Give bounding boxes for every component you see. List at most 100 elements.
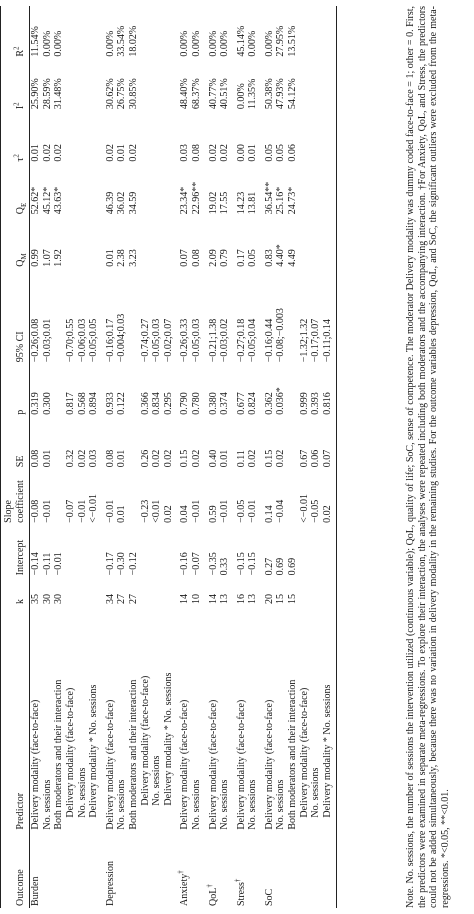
header-p: p bbox=[0, 364, 30, 417]
cell-intercept: 0.27 bbox=[263, 557, 275, 576]
cell-i2: 31.48% bbox=[53, 78, 65, 110]
cell-tau2: 0.01 bbox=[116, 144, 128, 162]
cell-r2 bbox=[310, 6, 322, 59]
cell-p bbox=[128, 364, 140, 417]
table-note: Note. No. sessions, the number of sessio… bbox=[405, 6, 451, 908]
cell-ci: −0.08;−0.003 bbox=[275, 308, 287, 363]
cell-r2 bbox=[140, 6, 152, 59]
cell-tau2: 0.02 bbox=[127, 144, 139, 162]
cell-se: 0.11 bbox=[235, 450, 247, 468]
header-slope-line2: coefficient bbox=[14, 480, 26, 523]
cell-k: 34 bbox=[104, 593, 116, 604]
cell-ci: −1.32;1.32 bbox=[298, 318, 310, 363]
cell-tau2: 0.03 bbox=[179, 144, 191, 162]
cell-outcome: QoL† bbox=[205, 884, 219, 906]
cell-outcome: Stress† bbox=[233, 878, 247, 906]
cell-k bbox=[88, 577, 100, 606]
cell-se: 0.32 bbox=[64, 449, 76, 468]
cell-k: 14 bbox=[179, 593, 191, 604]
cell-p: 0.393 bbox=[310, 392, 322, 415]
cell-slope: −0.05 bbox=[310, 499, 322, 523]
cell-qm bbox=[299, 216, 311, 269]
cell-k bbox=[310, 577, 322, 606]
cell-p: 0.362 bbox=[263, 392, 275, 415]
cell-ci: −0.11;0.14 bbox=[321, 268, 337, 365]
cell-predictor: No. sessions bbox=[151, 755, 163, 806]
cell-tau2: 0.00 bbox=[235, 144, 247, 162]
cell-qm bbox=[163, 216, 175, 269]
cell-tau2: 0.02 bbox=[104, 144, 116, 162]
table-row: Anxiety† Delivery modality (face-to-face)… bbox=[174, 6, 191, 908]
cell-qm: 1.07 bbox=[41, 249, 53, 267]
cell-predictor: Delivery modality (face-to-face) bbox=[179, 699, 191, 830]
cell-k bbox=[151, 577, 163, 606]
cell-qm: 4.40* bbox=[275, 244, 287, 267]
cell-p: 0.817 bbox=[64, 392, 76, 415]
cell-qm: 0.05 bbox=[247, 249, 259, 267]
table-row: No. sessions −0.01 0.02 0.568 −0.06;0.03 bbox=[77, 6, 89, 908]
cell-k: 27 bbox=[127, 593, 139, 604]
cell-slope: −0.05 bbox=[235, 499, 247, 523]
cell-predictor: No. sessions bbox=[219, 779, 231, 830]
cell-slope: <0.01 bbox=[151, 499, 163, 523]
cell-k: 10 bbox=[190, 593, 202, 604]
cell-r2: 33.54% bbox=[116, 25, 128, 57]
cell-se: 0.02 bbox=[190, 449, 202, 468]
cell-k bbox=[321, 577, 337, 606]
cell-ci: −0.27;0.18 bbox=[235, 318, 247, 363]
table-body: Burden Delivery modality (face-to-face) 35… bbox=[30, 6, 337, 908]
cell-qe: 25.16* bbox=[275, 186, 287, 215]
cell-i2 bbox=[321, 58, 337, 112]
cell-qm: 1.92 bbox=[53, 249, 65, 267]
cell-k: 30 bbox=[53, 593, 65, 604]
cell-intercept bbox=[321, 524, 337, 578]
table-row: SoC Delivery modality (face-to-face) 20 0.2… bbox=[259, 6, 276, 908]
table-row: Both moderators and their interaction 30 −… bbox=[53, 6, 65, 908]
cell-i2 bbox=[310, 59, 322, 112]
cell-qe bbox=[299, 164, 311, 217]
cell-k: 16 bbox=[235, 593, 247, 604]
cell-qm bbox=[151, 216, 163, 269]
cell-qm: 0.17 bbox=[235, 249, 247, 267]
cell-predictor: Both moderators and their interaction bbox=[53, 679, 65, 830]
header-outcome: Outcome bbox=[0, 831, 30, 908]
cell-se bbox=[287, 417, 299, 470]
cell-predictor: Delivery modality * No. sessions bbox=[88, 684, 100, 818]
cell-se: 0.01 bbox=[116, 449, 128, 468]
cell-r2: 0.00% bbox=[190, 30, 202, 57]
cell-tau2 bbox=[310, 111, 322, 164]
cell-qe bbox=[310, 164, 322, 217]
cell-se: 0.06 bbox=[310, 449, 322, 468]
cell-ci: −0.05;0.05 bbox=[88, 318, 100, 363]
cell-p bbox=[287, 364, 299, 417]
cell-predictor: No. sessions bbox=[190, 779, 202, 830]
cell-intercept bbox=[299, 525, 311, 578]
cell-ci: −0.05;0.03 bbox=[151, 318, 163, 363]
cell-tau2 bbox=[151, 111, 163, 164]
cell-outcome bbox=[310, 832, 322, 908]
cell-predictor: No. sessions bbox=[41, 779, 53, 830]
cell-slope: −0.01 bbox=[104, 499, 116, 523]
cell-i2 bbox=[77, 59, 89, 112]
cell-predictor: No. sessions bbox=[310, 767, 322, 818]
cell-p: 0.824 bbox=[247, 392, 259, 415]
cell-intercept: −0.07 bbox=[190, 552, 202, 576]
cell-tau2: 0.05 bbox=[275, 144, 287, 162]
cell-slope: −0.04 bbox=[275, 499, 287, 523]
cell-i2 bbox=[299, 59, 311, 112]
cell-predictor: Delivery modality (face-to-face) bbox=[64, 687, 76, 818]
cell-slope: 0.01 bbox=[116, 505, 128, 523]
cell-i2 bbox=[163, 59, 175, 112]
cell-ci: −0.16;0.44 bbox=[263, 318, 275, 363]
cell-slope: <−0.01 bbox=[88, 494, 100, 523]
cell-qm: 2.09 bbox=[207, 249, 219, 267]
cell-slope: −0.23 bbox=[139, 499, 151, 523]
cell-i2: 25.90% bbox=[30, 78, 42, 110]
table-row: Stress† Delivery modality (face-to-face) 1… bbox=[231, 6, 248, 908]
header-i2: I2 bbox=[0, 58, 30, 112]
cell-k: 15 bbox=[287, 593, 299, 604]
cell-r2: 0.00% bbox=[179, 30, 191, 57]
cell-predictor: Both moderators and their interaction bbox=[287, 679, 299, 830]
cell-p: 0.677 bbox=[235, 392, 247, 415]
cell-intercept bbox=[65, 525, 77, 578]
